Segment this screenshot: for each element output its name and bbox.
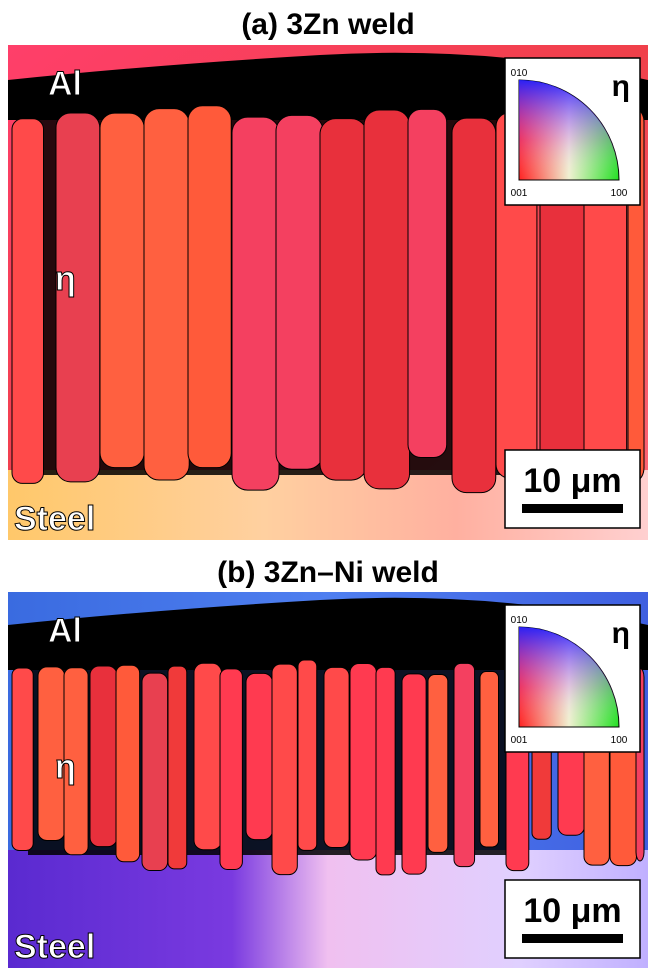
grain — [428, 675, 448, 853]
grain — [364, 110, 410, 489]
grain — [232, 117, 279, 490]
grain — [272, 664, 297, 874]
grain — [276, 115, 323, 469]
scale-bar — [522, 934, 623, 943]
grain — [188, 106, 231, 468]
legend-corner: 100 — [611, 188, 628, 199]
panel: (b) 3Zn–Ni weld η 010 001 100 10 μm Al η Steel — [8, 556, 648, 968]
grain — [220, 669, 242, 870]
legend-corner: 001 — [511, 188, 528, 199]
grain — [350, 664, 376, 861]
legend-corner: 001 — [511, 735, 528, 746]
grain — [454, 663, 475, 866]
grain — [408, 109, 447, 457]
grain — [12, 668, 33, 850]
grain — [480, 672, 499, 847]
grain — [194, 663, 222, 849]
grain — [246, 673, 272, 839]
legend-phase: η — [612, 70, 630, 103]
legend-corner: 010 — [511, 68, 528, 79]
panel: (a) 3Zn weld η 010 001 100 10 μm Al η Steel — [8, 8, 648, 540]
label-steel: Steel — [14, 500, 95, 538]
figure: (a) 3Zn weldη01000110010 μmAlηSteel(b) 3… — [0, 0, 656, 968]
grain — [142, 673, 168, 870]
scale-bar — [522, 504, 623, 513]
label-al: Al — [48, 612, 82, 650]
label-eta: η — [55, 260, 76, 298]
grain — [324, 667, 349, 847]
panel-title: (b) 3Zn–Ni weld — [217, 556, 439, 589]
scale-label: 10 μm — [523, 462, 621, 500]
grain — [12, 119, 44, 484]
label-steel: Steel — [14, 928, 95, 966]
scale-label: 10 μm — [523, 892, 621, 930]
grain — [376, 667, 395, 875]
grain — [320, 119, 367, 480]
grain — [116, 665, 140, 862]
label-eta: η — [55, 748, 76, 786]
grain — [452, 118, 496, 492]
grain — [90, 666, 117, 847]
legend-corner: 010 — [511, 615, 528, 626]
grain — [298, 660, 317, 850]
grain — [402, 674, 426, 874]
panel-title: (a) 3Zn weld — [241, 8, 414, 41]
grain — [144, 109, 189, 480]
grain — [100, 113, 144, 467]
grain — [168, 666, 187, 869]
legend-phase: η — [612, 617, 630, 650]
label-al: Al — [48, 65, 82, 103]
legend-corner: 100 — [611, 735, 628, 746]
